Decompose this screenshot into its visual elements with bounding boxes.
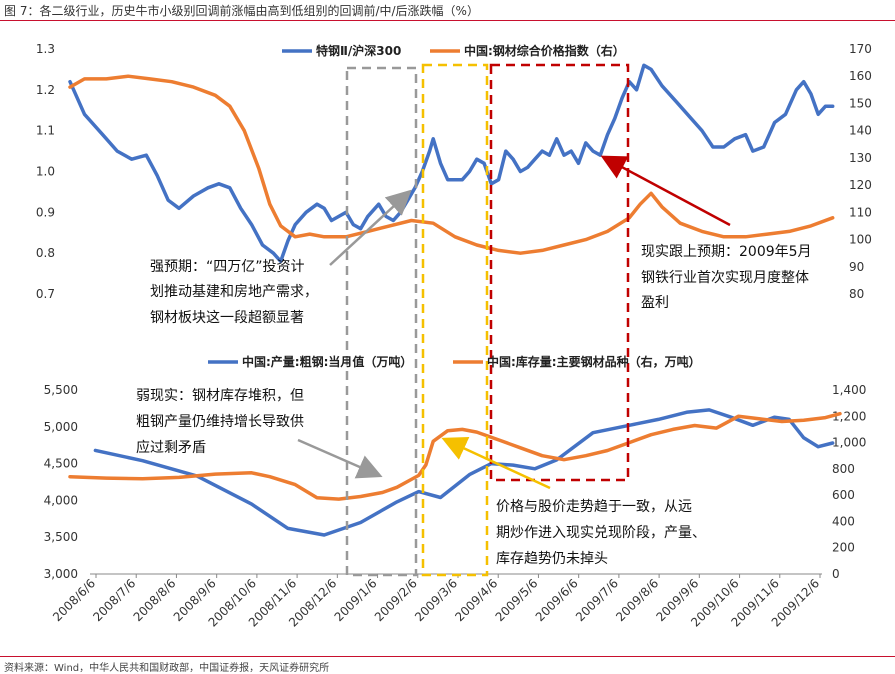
left-tick-label: 1.0 bbox=[36, 165, 55, 179]
left-tick-label: 0.9 bbox=[36, 205, 55, 219]
right-tick-label: 80 bbox=[849, 287, 864, 301]
figure-source: 资料来源：Wind，中华人民共和国财政部，中国证券报，天风证券研究所 bbox=[4, 663, 330, 674]
left-tick-label: 3,000 bbox=[44, 567, 78, 581]
right-tick-label: 800 bbox=[832, 462, 855, 476]
left-tick-label: 5,500 bbox=[44, 383, 78, 397]
right-tick-label: 0 bbox=[832, 567, 840, 581]
annotation-reality: 现实跟上预期：2009年5月 钢铁行业首次实现月度整体 盈利 bbox=[641, 244, 812, 311]
series-lines bbox=[68, 63, 842, 537]
red-arrow bbox=[600, 155, 731, 227]
figure-title: 图 7：各二级行业，历史牛市小级别回调前涨幅由高到低组别的回调前/中/后涨跌幅（… bbox=[4, 4, 479, 18]
annotation-price-trend: 价格与股价走势趋于一致，从远 期炒作进入现实兑现阶段，产量、 库存趋势仍未掉头 bbox=[496, 499, 706, 567]
top-rule bbox=[0, 20, 895, 21]
right-tick-label: 110 bbox=[849, 205, 872, 219]
x-tick-label: 2008/7/6 bbox=[90, 576, 138, 624]
gray-arrow bbox=[329, 189, 412, 266]
legend-top-series-2: 中国:钢材综合价格指数（右） bbox=[464, 43, 625, 58]
red-period-box bbox=[489, 63, 630, 482]
x-tick-label: 2009/3/6 bbox=[412, 576, 460, 624]
right-tick-label: 170 bbox=[849, 42, 872, 56]
right-tick-label: 120 bbox=[849, 178, 872, 192]
left-tick-label: 5,000 bbox=[44, 420, 78, 434]
annot-reality-line-3: 盈利 bbox=[641, 295, 669, 311]
x-tick-label: 2009/2/6 bbox=[372, 576, 420, 624]
series-line-1-1 bbox=[68, 411, 842, 501]
right-tick-label: 600 bbox=[832, 488, 855, 502]
top-chart-axes: 1.3 1.2 1.1 1.0 0.9 0.8 0.7 170 160 150 140 130 120 1… bbox=[36, 42, 872, 301]
gray-arrow-lower bbox=[297, 438, 383, 479]
annot-price-line-2: 期炒作进入现实兑现阶段，产量、 bbox=[496, 525, 706, 541]
top-legend: 特钢Ⅱ/沪深300 中国:钢材综合价格指数（右） bbox=[282, 43, 625, 58]
right-tick-label: 400 bbox=[832, 514, 855, 528]
right-tick-label: 100 bbox=[849, 233, 872, 247]
legend-top-series-1: 特钢Ⅱ/沪深300 bbox=[316, 43, 401, 58]
bottom-rule bbox=[0, 656, 895, 657]
x-tick-label: 2009/4/6 bbox=[452, 576, 500, 624]
x-tick-label: 2009/8/6 bbox=[613, 576, 661, 624]
left-tick-label: 0.8 bbox=[36, 246, 55, 260]
bottom-chart-axes: 5,500 5,000 4,500 4,000 3,500 3,000 1,400 1,200… bbox=[44, 383, 867, 581]
annot-reality-line-2: 钢铁行业首次实现月度整体 bbox=[641, 270, 809, 286]
right-tick-label: 90 bbox=[849, 260, 864, 274]
left-tick-label: 1.3 bbox=[36, 42, 55, 56]
annot-weak-line-1: 弱现实：钢材库存堆积，但 bbox=[136, 388, 304, 404]
x-tick-label: 2009/6/6 bbox=[533, 576, 581, 624]
left-tick-label: 3,500 bbox=[44, 530, 78, 544]
left-tick-label: 0.7 bbox=[36, 287, 55, 301]
right-tick-label: 200 bbox=[832, 541, 855, 555]
left-tick-label: 4,500 bbox=[44, 457, 78, 471]
annotation-weak-reality: 弱现实：钢材库存堆积，但 粗钢产量仍维持增长导致供 应过剩矛盾 bbox=[136, 388, 304, 456]
annot-strong-line-2: 划推动基建和房地产需求， bbox=[150, 283, 318, 300]
bottom-legend: 中国:产量:粗钢:当月值（万吨） 中国:库存量:主要钢材品种（右，万吨） bbox=[208, 354, 701, 369]
annot-price-line-1: 价格与股价走势趋于一致，从远 bbox=[496, 499, 692, 515]
gray-period-box bbox=[345, 66, 418, 577]
left-tick-label: 1.1 bbox=[36, 124, 55, 138]
right-tick-label: 1,400 bbox=[832, 383, 866, 397]
yellow-arrow bbox=[441, 437, 551, 490]
annot-reality-line-1: 现实跟上预期：2009年5月 bbox=[641, 244, 812, 260]
x-tick-label: 2008/6/6 bbox=[50, 576, 98, 624]
x-tick-label: 2009/1/6 bbox=[332, 576, 380, 624]
yellow-period-box bbox=[421, 63, 489, 577]
legend-bottom-series-1: 中国:产量:粗钢:当月值（万吨） bbox=[242, 354, 412, 369]
x-axis-ticks: 2008/6/62008/7/62008/8/62008/9/62008/10/… bbox=[50, 573, 822, 630]
right-tick-label: 130 bbox=[849, 151, 872, 165]
right-tick-label: 160 bbox=[849, 69, 872, 83]
annot-strong-line-3: 钢材板块这一段超额显著 bbox=[150, 309, 304, 326]
legend-bottom-series-2: 中国:库存量:主要钢材品种（右，万吨） bbox=[487, 354, 701, 369]
left-tick-label: 4,000 bbox=[44, 493, 78, 507]
left-tick-label: 1.2 bbox=[36, 83, 55, 97]
right-tick-label: 1,000 bbox=[832, 436, 866, 450]
right-tick-label: 150 bbox=[849, 96, 872, 110]
right-tick-label: 140 bbox=[849, 124, 872, 138]
x-tick-label: 2008/8/6 bbox=[131, 576, 179, 624]
series-line-0-1 bbox=[68, 74, 835, 255]
annot-price-line-3: 库存趋势仍未掉头 bbox=[496, 551, 608, 567]
annot-strong-line-1: 强预期：“四万亿”投资计 bbox=[150, 259, 305, 275]
series-line-0-0 bbox=[68, 63, 835, 264]
annot-weak-line-2: 粗钢产量仍维持增长导致供 bbox=[136, 414, 304, 430]
annot-weak-line-3: 应过剩矛盾 bbox=[136, 439, 206, 456]
right-tick-label: 1,200 bbox=[832, 409, 866, 423]
x-tick-label: 2009/5/6 bbox=[493, 576, 541, 624]
annotation-strong-expectation: 强预期：“四万亿”投资计 划推动基建和房地产需求， 钢材板块这一段超额显著 bbox=[150, 259, 318, 326]
x-tick-label: 2009/7/6 bbox=[573, 576, 621, 624]
